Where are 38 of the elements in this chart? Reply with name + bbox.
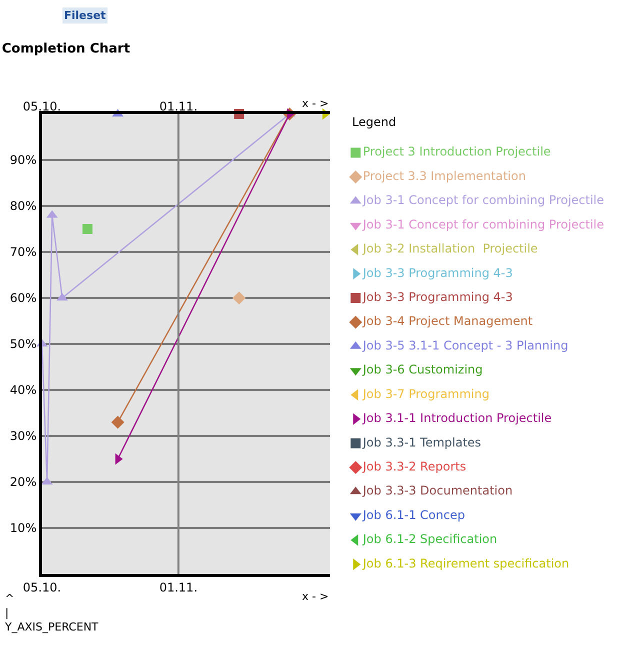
y-tick-label: 80% [10, 199, 37, 214]
legend-label: Job 3.1-1 Introduction Projectile [362, 411, 552, 426]
y-tick-label: 20% [10, 475, 37, 490]
legend-title: Legend [352, 115, 396, 129]
legend-label: Job 3-3 Programming 4-3 [362, 290, 513, 304]
legend-label: Project 3 Introduction Projectile [362, 144, 551, 159]
legend-label: Job 6.1-1 Concep [362, 508, 465, 522]
chart-title: Completion Chart [2, 42, 130, 57]
y-tick-label: 70% [10, 245, 37, 260]
legend-label: Job 3-5 3.1-1 Concept - 3 Planning [362, 338, 568, 352]
y-tick-label: 60% [10, 291, 37, 306]
point [232, 292, 246, 304]
legend-label: Job 6.1-3 Reqirement specification [362, 556, 570, 570]
y-axis-title: ^ | Y_AXIS_PERCENT [4, 592, 99, 634]
x2-axis-title: x - > [302, 590, 329, 603]
legend-label: Job 3-2 Installation Projectile [362, 242, 538, 256]
legend-label: Job 6.1-2 Specification [362, 532, 498, 546]
legend-label: Job 3.3-1 Templates [362, 435, 482, 450]
text: Fileset [64, 9, 106, 22]
y-tick-label: 50% [10, 337, 37, 352]
point [111, 416, 124, 429]
point [82, 224, 92, 234]
x-axis-title: x - > [302, 97, 329, 110]
legend-label: Job 3.3-3 Documentation [362, 484, 513, 498]
legend-label: Project 3.3 Implementation [362, 168, 526, 183]
legend-label: Job 3-4 Project Management [362, 314, 533, 328]
y-tick-label: 40% [10, 383, 37, 398]
y-tick-label: 90% [10, 153, 37, 168]
legend-label: Job 3.3-2 Reports [362, 459, 466, 474]
y-tick-label: 10% [10, 521, 37, 536]
y-tick-label: 30% [10, 429, 37, 444]
x2-tick-label: 05.10. [22, 580, 62, 594]
legend-label: Job 3-3 Programming 4-3 [362, 266, 513, 280]
legend-label: Job 3-1 Concept for combining Projectile [362, 193, 604, 208]
x2-tick-label: 01.11. [159, 580, 198, 594]
legend-label: Job 3-7 Programming [362, 386, 490, 401]
legend-label: Job 3-6 Customizing [362, 362, 483, 377]
legend-label: Job 3-1 Concept for combining Projectile [362, 217, 604, 232]
